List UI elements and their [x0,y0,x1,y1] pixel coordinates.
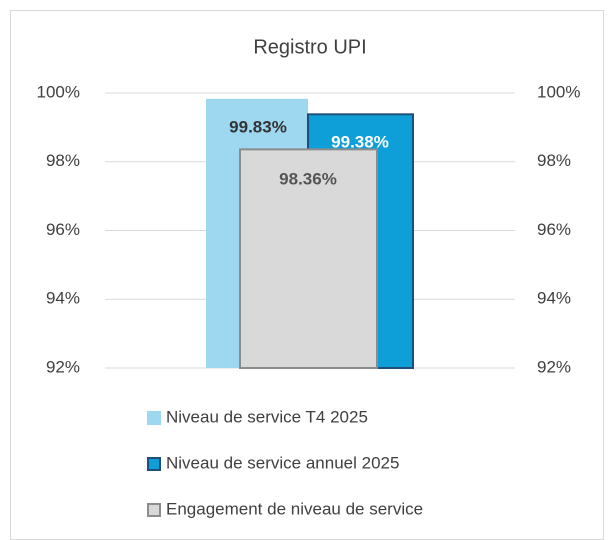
chart-title: Registro UPI [253,36,366,58]
legend-label: Niveau de service T4 2025 [166,407,368,426]
legend-swatch [147,411,161,425]
data-label: 99.83% [229,117,287,136]
y-tick-label: 98% [46,151,80,170]
y-tick-label: 100% [37,82,80,101]
legend-swatch [147,457,161,471]
y-tick-label: 96% [46,220,80,239]
legend-label: Niveau de service annuel 2025 [166,453,399,472]
y2-tick-label: 92% [537,357,571,376]
legend-swatch [147,503,161,517]
y2-tick-label: 100% [537,82,580,101]
bar [239,148,378,369]
y2-tick-label: 98% [537,151,571,170]
y2-tick-label: 94% [537,289,571,308]
legend-label: Engagement de niveau de service [166,499,423,518]
y2-tick-label: 96% [537,220,571,239]
y-tick-label: 92% [46,357,80,376]
data-label: 98.36% [279,169,337,188]
y-tick-label: 94% [46,289,80,308]
data-label: 99.38% [331,132,389,151]
